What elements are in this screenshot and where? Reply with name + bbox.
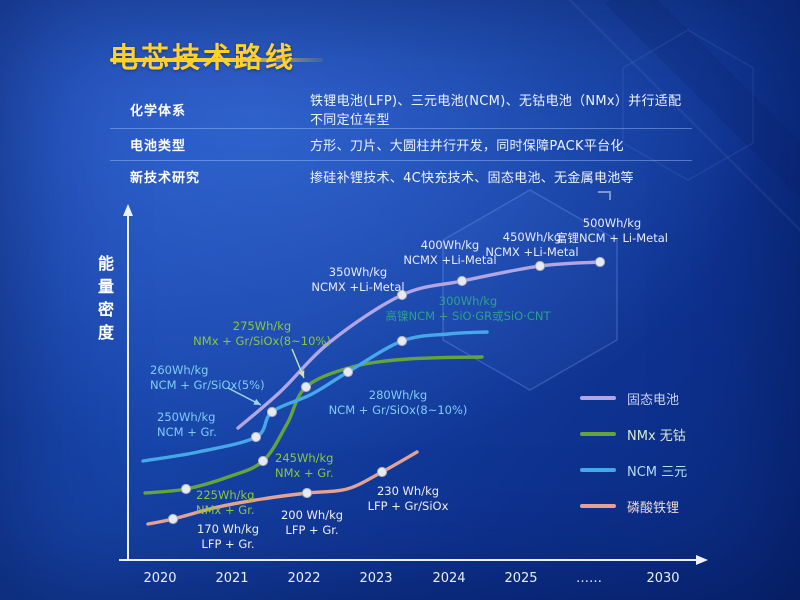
legend-line-swatch bbox=[580, 396, 616, 400]
row-label: 电池类型 bbox=[130, 139, 187, 154]
x-tick-label: 2022 bbox=[287, 571, 320, 586]
legend-label: 固态电池 bbox=[627, 392, 680, 408]
point-label: 260Wh/kg NCM + Gr/SiOx(5%) bbox=[150, 363, 265, 392]
legend-item-nmx: NMx 无钴 bbox=[580, 424, 687, 444]
point-label: 230 Wh/kg LFP + Gr/SiOx bbox=[368, 484, 449, 513]
y-axis-arrow bbox=[123, 204, 133, 216]
data-point-marker bbox=[376, 466, 388, 478]
point-label: 225Wh/kg NMx + Gr. bbox=[196, 488, 255, 517]
x-tick-label: 2025 bbox=[504, 571, 537, 586]
data-point-marker bbox=[301, 487, 313, 499]
hexagon-decoration bbox=[622, 29, 754, 181]
table-row: 电池类型 方形、刀片、大圆柱并行开发，同时保障PACK平台化 bbox=[110, 129, 692, 161]
row-content: 掺硅补锂技术、4C快充技术、固态电池、无金属电池等 bbox=[310, 171, 634, 186]
x-tick-label: 2024 bbox=[432, 571, 465, 586]
row-label: 新技术研究 bbox=[130, 171, 201, 186]
chart-legend: 固态电池 NMx 无钴 NCM 三元 磷酸铁锂 bbox=[580, 388, 687, 516]
data-point-marker bbox=[250, 431, 262, 443]
data-point-marker bbox=[396, 335, 408, 347]
diagonal-band-decoration bbox=[605, 0, 800, 199]
row-content: 方形、刀片、大圆柱并行开发，同时保障PACK平台化 bbox=[310, 139, 624, 154]
legend-label: 磷酸铁锂 bbox=[627, 500, 680, 516]
info-table: 化学体系 铁锂电池(LFP)、三元电池(NCM)、无钴电池（NMx）并行适配不同… bbox=[110, 90, 692, 192]
x-axis-arrow bbox=[696, 555, 708, 565]
data-point-marker bbox=[396, 289, 408, 301]
point-label: 200 Wh/kg LFP + Gr. bbox=[281, 508, 343, 537]
hexagon-corner-mark bbox=[598, 191, 611, 200]
legend-item-solid-state: 固态电池 bbox=[580, 388, 687, 408]
data-point-marker bbox=[266, 406, 278, 418]
x-tick-label: 2023 bbox=[359, 571, 392, 586]
page-title: 电芯技术路线 bbox=[110, 36, 296, 76]
table-row: 化学体系 铁锂电池(LFP)、三元电池(NCM)、无钴电池（NMx）并行适配不同… bbox=[110, 90, 692, 129]
hexagon-decoration bbox=[442, 189, 618, 391]
point-label: 250Wh/kg NCM + Gr. bbox=[157, 410, 217, 439]
point-label: 275Wh/kg NMx + Gr/SiOx(8~10%) bbox=[193, 319, 331, 348]
series-line bbox=[143, 355, 484, 495]
x-tick-label: 2030 bbox=[646, 571, 679, 586]
legend-label: NMx 无钴 bbox=[627, 428, 686, 444]
point-label: 450Wh/kg NCMX +Li-Metal bbox=[485, 230, 578, 259]
point-label: 245Wh/kg NMx + Gr. bbox=[275, 451, 334, 480]
point-label: 400Wh/kg NCMX +Li-Metal bbox=[403, 238, 496, 267]
row-content: 铁锂电池(LFP)、三元电池(NCM)、无钴电池（NMx）并行适配不同定位车型 bbox=[310, 94, 682, 128]
point-label: 300Wh/kg 高镍NCM + SiO·GR或SiO·CNT bbox=[386, 294, 552, 323]
data-point-marker bbox=[300, 381, 312, 393]
data-point-marker bbox=[456, 275, 468, 287]
legend-item-lfp: 磷酸铁锂 bbox=[580, 496, 687, 516]
x-tick-label: 2021 bbox=[215, 571, 248, 586]
table-row: 新技术研究 掺硅补锂技术、4C快充技术、固态电池、无金属电池等 bbox=[110, 161, 692, 192]
data-point-marker bbox=[167, 513, 179, 525]
series-line bbox=[141, 330, 489, 463]
data-point-marker bbox=[594, 256, 606, 268]
data-point-marker bbox=[534, 260, 546, 272]
x-tick-label: 2020 bbox=[143, 571, 176, 586]
diagonal-line-decoration bbox=[568, 0, 800, 232]
row-label: 化学体系 bbox=[130, 103, 187, 119]
title-underline bbox=[110, 58, 323, 62]
annotation-arrowhead bbox=[298, 370, 305, 378]
legend-label: NCM 三元 bbox=[627, 464, 688, 480]
y-axis-title: 能量密度 bbox=[97, 254, 114, 342]
x-tick-label: …… bbox=[576, 571, 602, 586]
legend-line-swatch bbox=[580, 504, 616, 508]
point-label: 500Wh/kg 富锂NCM + Li-Metal bbox=[556, 216, 668, 245]
data-point-marker bbox=[257, 455, 269, 467]
data-point-marker bbox=[342, 366, 354, 378]
data-point-marker bbox=[180, 483, 192, 495]
point-label: 350Wh/kg NCMX +Li-Metal bbox=[311, 265, 404, 294]
annotation-arrowhead bbox=[253, 398, 261, 405]
legend-line-swatch bbox=[580, 468, 616, 472]
legend-item-ncm: NCM 三元 bbox=[580, 460, 687, 480]
point-label: 280Wh/kg NCM + Gr/SiOx(8~10%) bbox=[329, 388, 468, 417]
legend-line-swatch bbox=[580, 432, 616, 436]
point-label: 170 Wh/kg LFP + Gr. bbox=[197, 522, 259, 551]
